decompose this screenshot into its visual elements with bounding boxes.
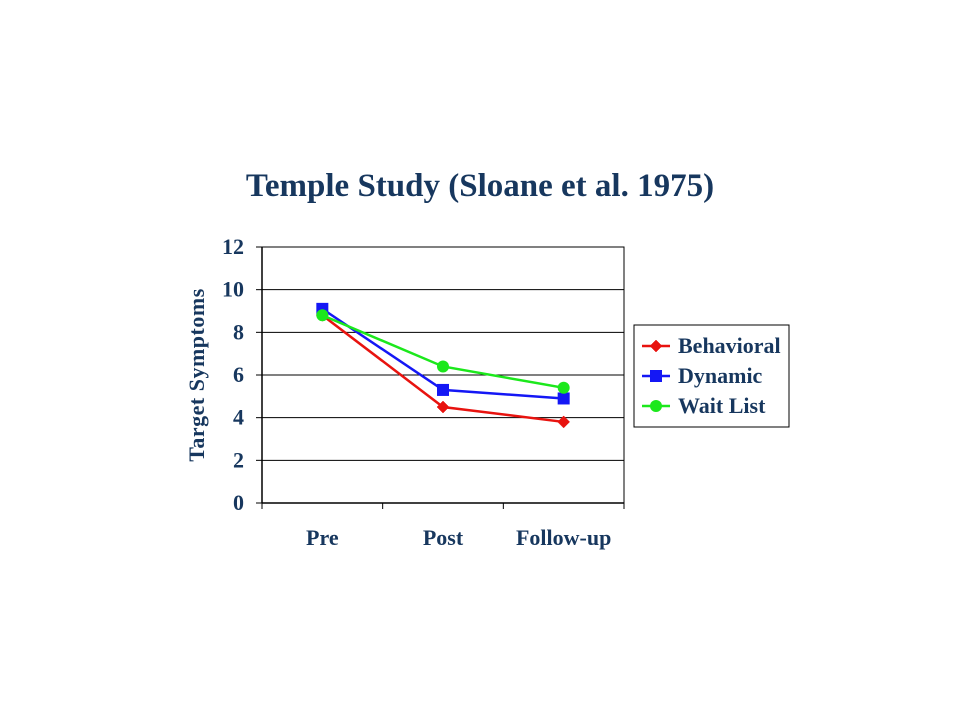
x-tick-label: Follow-up bbox=[516, 525, 611, 550]
legend-label: Behavioral bbox=[678, 333, 781, 358]
y-tick-label: 6 bbox=[233, 362, 244, 387]
y-tick-label: 4 bbox=[233, 405, 244, 430]
legend-label: Wait List bbox=[678, 393, 766, 418]
y-axis-title: Target Symptoms bbox=[184, 288, 209, 462]
x-tick-label: Post bbox=[423, 525, 464, 550]
legend-label: Dynamic bbox=[678, 363, 763, 388]
data-point-behavioral bbox=[557, 415, 571, 429]
y-tick-label: 12 bbox=[222, 234, 244, 259]
data-point-dynamic bbox=[557, 392, 570, 405]
data-point-wait-list bbox=[557, 381, 570, 394]
legend-marker bbox=[650, 400, 662, 412]
legend-marker bbox=[649, 339, 663, 353]
chart-title: Temple Study (Sloane et al. 1975) bbox=[245, 168, 715, 204]
data-point-wait-list bbox=[316, 309, 329, 322]
legend-marker bbox=[650, 370, 662, 382]
y-tick-label: 0 bbox=[233, 490, 244, 515]
y-tick-label: 2 bbox=[233, 447, 244, 472]
data-point-wait-list bbox=[437, 360, 449, 373]
data-point-dynamic bbox=[437, 383, 449, 396]
y-tick-label: 10 bbox=[222, 277, 244, 302]
series-line-wait-list bbox=[321, 314, 564, 390]
x-tick-label: Pre bbox=[306, 525, 339, 550]
data-point-behavioral bbox=[436, 400, 450, 414]
y-tick-label: 8 bbox=[233, 319, 244, 344]
